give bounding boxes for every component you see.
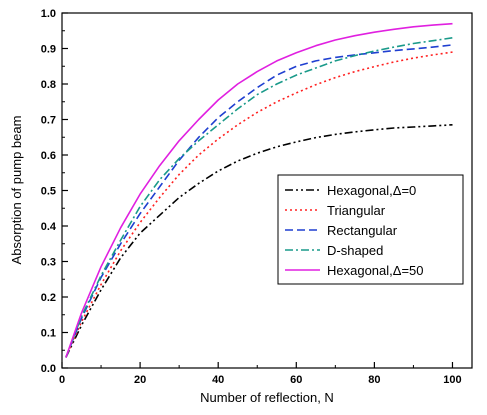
series-line <box>65 22 453 358</box>
y-tick-label: 0.2 <box>41 292 56 304</box>
y-tick-label: 0.7 <box>41 115 56 127</box>
x-tick-label: 100 <box>443 374 461 386</box>
legend-label: D-shaped <box>327 243 383 258</box>
x-axis: 0 20 40 60 80 100 <box>59 362 462 386</box>
series-line <box>65 44 453 358</box>
legend-label: Triangular <box>327 203 386 218</box>
y-tick-label: 0.4 <box>41 221 57 233</box>
y-tick-label: 0.5 <box>41 186 56 198</box>
x-tick-label: 20 <box>134 374 146 386</box>
x-tick-label: 0 <box>59 374 65 386</box>
y-tick-label: 0.0 <box>41 363 56 375</box>
x-tick-label: 40 <box>212 374 224 386</box>
series-line <box>65 51 453 358</box>
series-lines <box>65 22 453 358</box>
legend: Hexagonal,Δ=0 Triangular Rectangular D-shap… <box>277 174 464 285</box>
legend-label: Rectangular <box>327 223 398 238</box>
y-tick-label: 0.9 <box>41 44 56 56</box>
y-tick-label: 0.6 <box>41 150 56 162</box>
legend-label: Hexagonal,Δ=50 <box>327 263 424 278</box>
legend-label: Hexagonal,Δ=0 <box>327 183 416 198</box>
x-axis-title: Number of reflection, N <box>200 390 334 405</box>
y-tick-label: 1.0 <box>41 8 56 20</box>
y-tick-label: 0.3 <box>41 257 56 269</box>
series-line <box>65 37 453 358</box>
legend-box <box>277 174 464 285</box>
y-tick-label: 0.1 <box>41 328 56 340</box>
x-tick-label: 60 <box>290 374 302 386</box>
y-axis-title: Absorption of pump beam <box>9 116 24 265</box>
y-axis: 0.0 0.1 0.2 0.3 0.4 0.5 0.6 0.7 0.8 0.9 1.0 <box>41 8 68 375</box>
x-tick-label: 80 <box>368 374 380 386</box>
series-line <box>65 124 453 358</box>
y-tick-label: 0.8 <box>41 79 56 91</box>
